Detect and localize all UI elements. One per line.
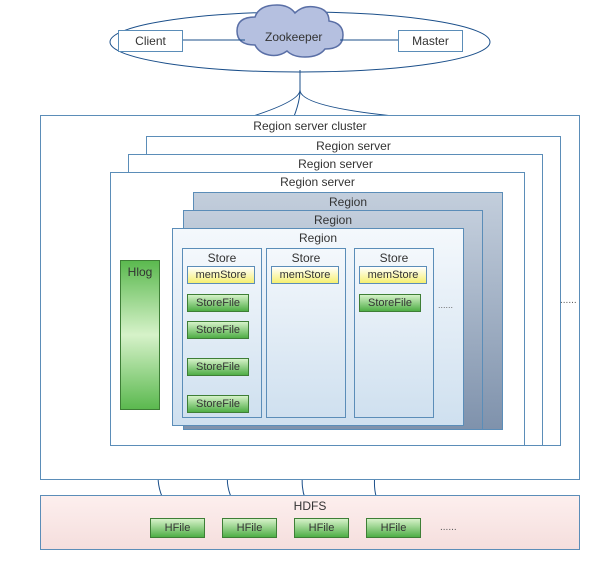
client-label: Client [135, 34, 166, 48]
hdfs-ellipsis: ...... [440, 522, 457, 533]
storefile-1c: StoreFile [187, 358, 249, 376]
storefile-1b: StoreFile [187, 321, 249, 339]
hfile-label: HFile [309, 522, 335, 534]
cluster-ellipsis: ...... [560, 295, 577, 306]
region-server-label: Region server [298, 157, 373, 171]
hfile-label: HFile [381, 522, 407, 534]
storefile-label: StoreFile [196, 297, 240, 309]
region-label: Region [329, 195, 367, 209]
zookeeper-label: Zookeeper [265, 30, 322, 44]
hfile-label: HFile [237, 522, 263, 534]
memstore-2: memStore [271, 266, 339, 284]
memstore-1: memStore [187, 266, 255, 284]
memstore-label: memStore [280, 269, 331, 281]
cluster-title: Region server cluster [253, 119, 366, 133]
region-label: Region [314, 213, 352, 227]
hlog-box: Hlog [120, 260, 160, 410]
hlog-label: Hlog [128, 265, 153, 279]
storefile-label: StoreFile [368, 297, 412, 309]
region-server-label: Region server [280, 175, 355, 189]
hfile-3: HFile [294, 518, 349, 538]
hfile-label: HFile [165, 522, 191, 534]
hfile-4: HFile [366, 518, 421, 538]
master-label: Master [412, 34, 449, 48]
hfile-2: HFile [222, 518, 277, 538]
store-label: Store [380, 251, 409, 265]
storefile-label: StoreFile [196, 361, 240, 373]
store-label: Store [292, 251, 321, 265]
storefile-3a: StoreFile [359, 294, 421, 312]
memstore-3: memStore [359, 266, 427, 284]
client-box: Client [118, 30, 183, 52]
master-box: Master [398, 30, 463, 52]
storefile-label: StoreFile [196, 398, 240, 410]
region-label: Region [299, 231, 337, 245]
hdfs-label: HDFS [294, 499, 327, 513]
storefile-1d: StoreFile [187, 395, 249, 413]
memstore-label: memStore [368, 269, 419, 281]
store-label: Store [208, 251, 237, 265]
hfile-1: HFile [150, 518, 205, 538]
memstore-label: memStore [196, 269, 247, 281]
storefile-label: StoreFile [196, 324, 240, 336]
store-ellipsis: ...... [438, 300, 453, 310]
region-server-label: Region server [316, 139, 391, 153]
storefile-1a: StoreFile [187, 294, 249, 312]
